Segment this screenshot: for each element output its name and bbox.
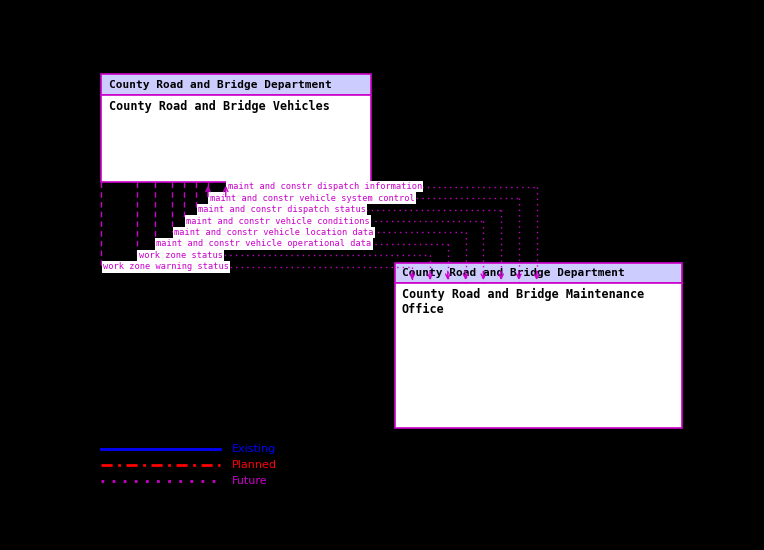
Text: maint and constr vehicle system control: maint and constr vehicle system control (210, 194, 415, 202)
Text: maint and constr dispatch information: maint and constr dispatch information (228, 182, 422, 191)
Text: work zone status: work zone status (139, 251, 223, 260)
Text: maint and constr vehicle operational data: maint and constr vehicle operational dat… (157, 239, 372, 249)
Text: County Road and Bridge Department: County Road and Bridge Department (108, 80, 332, 90)
Text: County Road and Bridge Maintenance
Office: County Road and Bridge Maintenance Offic… (402, 288, 644, 316)
Bar (394, 263, 681, 283)
Text: County Road and Bridge Department: County Road and Bridge Department (402, 268, 624, 278)
Text: maint and constr dispatch status: maint and constr dispatch status (198, 205, 366, 214)
Text: County Road and Bridge Vehicles: County Road and Bridge Vehicles (108, 100, 329, 113)
Text: maint and constr vehicle conditions: maint and constr vehicle conditions (186, 217, 370, 226)
Bar (394, 283, 681, 428)
Text: Planned: Planned (231, 460, 277, 470)
Text: maint and constr vehicle location data: maint and constr vehicle location data (174, 228, 374, 237)
Text: work zone warning status: work zone warning status (103, 262, 229, 271)
Bar (102, 95, 371, 183)
Text: Existing: Existing (231, 444, 276, 454)
Bar (102, 74, 371, 95)
Text: Future: Future (231, 476, 267, 486)
